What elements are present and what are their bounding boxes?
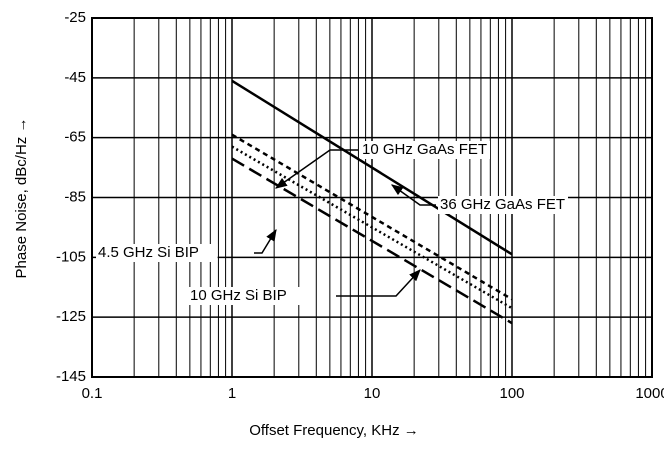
y-tick-label: -65 [64, 129, 86, 146]
series-label: 36 GHz GaAs FET [440, 196, 565, 213]
series-label: 10 GHz Si BIP [190, 287, 287, 304]
x-tick-label: 100 [499, 385, 524, 402]
y-tick-label: -45 [64, 69, 86, 86]
x-axis-label: Offset Frequency, KHz → [249, 422, 419, 439]
y-tick-label: -145 [56, 368, 86, 385]
label-background [360, 141, 490, 159]
series-label: 10 GHz GaAs FET [362, 141, 487, 158]
leader-arrow [254, 228, 277, 254]
series-line [231, 157, 513, 325]
x-tick-label: 1000 [635, 385, 664, 402]
y-tick-label: -25 [64, 9, 86, 26]
leader-arrow [391, 184, 436, 206]
plot-frame [91, 17, 653, 378]
y-tick-label: -85 [64, 188, 86, 205]
label-background [96, 244, 218, 262]
series-line [231, 79, 513, 256]
x-tick-label: 10 [364, 385, 381, 402]
leader-arrow [336, 269, 421, 297]
y-axis-label: Phase Noise, dBc/Hz → [13, 118, 30, 279]
series-line [231, 145, 513, 310]
label-background [188, 287, 302, 305]
series-line [231, 133, 513, 301]
series-label: 4.5 GHz Si BIP [98, 244, 199, 261]
x-tick-label: 1 [228, 385, 236, 402]
label-background [438, 196, 568, 214]
y-tick-label: -125 [56, 308, 86, 325]
x-tick-label: 0.1 [82, 385, 103, 402]
y-tick-label: -105 [56, 248, 86, 265]
leader-arrow [275, 149, 358, 189]
